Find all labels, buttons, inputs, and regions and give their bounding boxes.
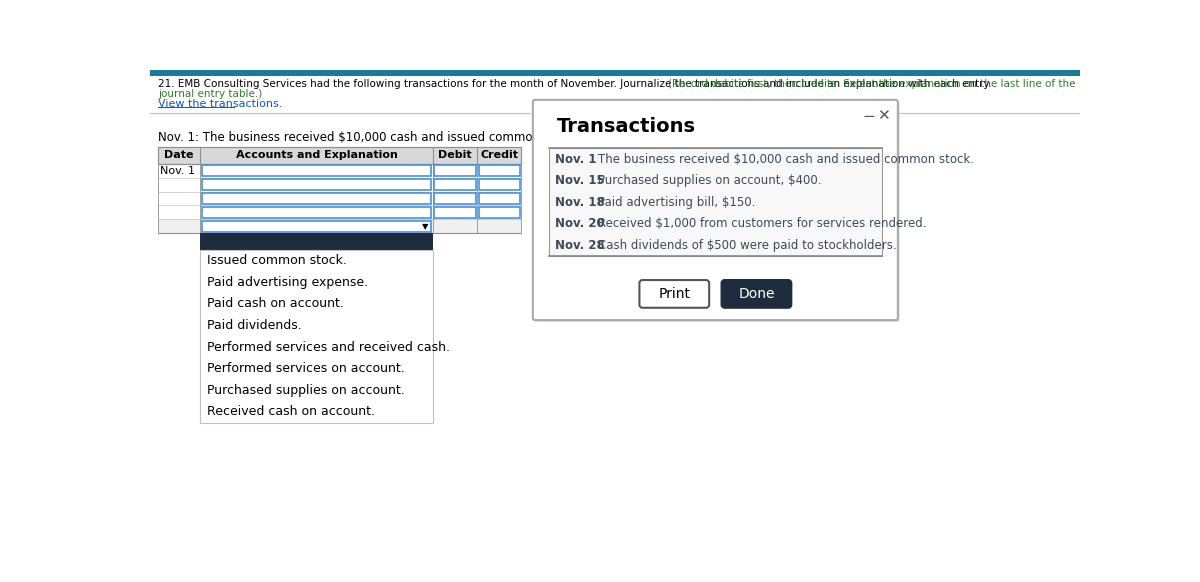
Text: Purchased supplies on account.: Purchased supplies on account.	[206, 384, 404, 397]
Bar	[202, 193, 431, 204]
Text: ✕: ✕	[877, 108, 889, 123]
Bar	[434, 165, 475, 176]
Bar	[434, 179, 475, 190]
Text: Nov. 20: Nov. 20	[556, 217, 605, 230]
Text: Purchased supplies on account, $400.: Purchased supplies on account, $400.	[598, 174, 822, 187]
Text: Paid advertising expense.: Paid advertising expense.	[206, 276, 367, 289]
Text: Nov. 18: Nov. 18	[556, 196, 605, 209]
Text: Paid cash on account.: Paid cash on account.	[206, 297, 343, 310]
Text: Date: Date	[164, 150, 194, 160]
Bar	[157, 147, 521, 164]
Text: The business received $10,000 cash and issued common stock.: The business received $10,000 cash and i…	[598, 152, 974, 166]
Bar	[479, 207, 520, 218]
Text: Nov. 15: Nov. 15	[556, 174, 605, 187]
Text: Nov. 1: Nov. 1	[556, 152, 596, 166]
Text: Credit: Credit	[480, 150, 518, 160]
Bar	[150, 70, 1080, 76]
Text: Accounts and Explanation: Accounts and Explanation	[235, 150, 397, 160]
Text: Cash dividends of $500 were paid to stockholders.: Cash dividends of $500 were paid to stoc…	[598, 239, 896, 252]
Text: Print: Print	[659, 287, 690, 301]
Text: Issued common stock.: Issued common stock.	[206, 254, 347, 267]
Bar	[200, 250, 433, 423]
Bar	[200, 233, 433, 250]
Bar	[202, 207, 431, 218]
Text: Paid advertising bill, $150.: Paid advertising bill, $150.	[598, 196, 755, 209]
FancyBboxPatch shape	[721, 280, 791, 308]
Text: Paid dividends.: Paid dividends.	[206, 319, 301, 332]
Text: Received $1,000 from customers for services rendered.: Received $1,000 from customers for servi…	[598, 217, 926, 230]
Text: Performed services and received cash.: Performed services and received cash.	[206, 340, 450, 353]
FancyBboxPatch shape	[534, 101, 900, 322]
Bar	[202, 179, 431, 190]
FancyBboxPatch shape	[640, 280, 709, 308]
Text: Done: Done	[738, 287, 775, 301]
Text: (Record debits first, then credits. Select the explanation on the last line of t: (Record debits first, then credits. Sele…	[667, 79, 1075, 89]
Bar	[157, 178, 521, 191]
Bar	[157, 205, 521, 219]
Bar	[479, 193, 520, 204]
Text: Performed services on account.: Performed services on account.	[206, 362, 404, 375]
Text: −: −	[862, 108, 875, 123]
Bar	[479, 179, 520, 190]
Text: View the transactions.: View the transactions.	[157, 99, 282, 109]
Bar	[550, 148, 882, 256]
Text: Debit: Debit	[438, 150, 472, 160]
Text: Transactions: Transactions	[557, 118, 696, 136]
Bar	[157, 164, 521, 178]
Bar	[157, 191, 521, 205]
Bar	[434, 193, 475, 204]
Text: Received cash on account.: Received cash on account.	[206, 405, 374, 418]
Text: ▼: ▼	[422, 222, 428, 230]
Text: Nov. 28: Nov. 28	[556, 239, 605, 252]
Text: 21. EMB Consulting Services had the following transactions for the month of Nove: 21. EMB Consulting Services had the foll…	[157, 79, 995, 89]
FancyBboxPatch shape	[533, 100, 898, 320]
Bar	[479, 165, 520, 176]
Bar	[157, 219, 521, 233]
Bar	[434, 207, 475, 218]
Text: Nov. 1: The business received $10,000 cash and issued common stock.: Nov. 1: The business received $10,000 ca…	[157, 132, 578, 144]
Bar	[202, 165, 431, 176]
Bar	[202, 221, 431, 232]
Text: journal entry table.): journal entry table.)	[157, 89, 262, 99]
Text: Nov. 1: Nov. 1	[160, 166, 196, 176]
